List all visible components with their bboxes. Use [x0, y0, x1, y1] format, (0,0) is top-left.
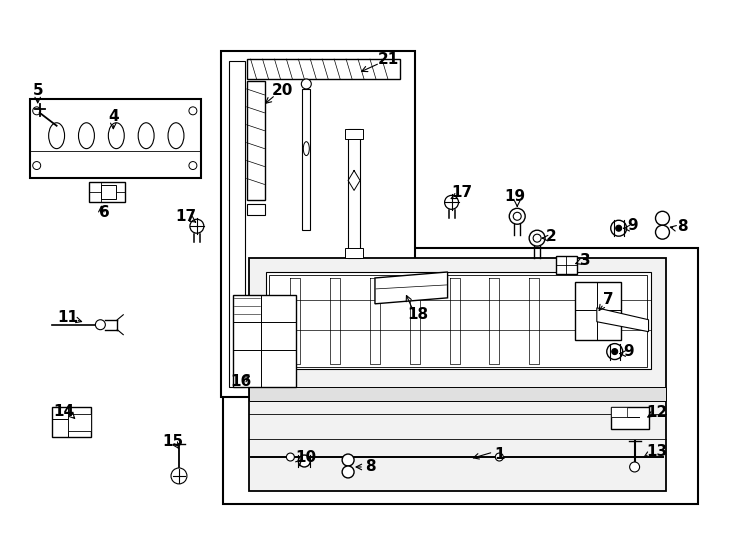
Circle shape	[616, 225, 622, 231]
Polygon shape	[101, 185, 116, 199]
Ellipse shape	[48, 123, 65, 148]
Circle shape	[607, 343, 622, 360]
Text: 21: 21	[377, 52, 399, 66]
Polygon shape	[611, 407, 649, 429]
Text: 10: 10	[296, 449, 317, 464]
Circle shape	[171, 468, 187, 484]
Text: 8: 8	[677, 219, 688, 234]
Polygon shape	[345, 248, 363, 258]
Polygon shape	[229, 61, 244, 387]
Circle shape	[655, 211, 669, 225]
Circle shape	[611, 220, 627, 236]
Circle shape	[286, 453, 294, 461]
Polygon shape	[611, 407, 627, 417]
Text: 19: 19	[505, 189, 526, 204]
Text: 12: 12	[646, 405, 667, 420]
Text: 17: 17	[175, 209, 197, 224]
Circle shape	[529, 230, 545, 246]
Ellipse shape	[79, 123, 95, 148]
Polygon shape	[556, 256, 577, 274]
Polygon shape	[597, 308, 649, 332]
Polygon shape	[90, 183, 126, 202]
Text: 13: 13	[646, 443, 667, 458]
Polygon shape	[302, 89, 310, 230]
Polygon shape	[247, 204, 264, 215]
Circle shape	[533, 234, 541, 242]
Text: 7: 7	[603, 292, 614, 307]
Circle shape	[342, 466, 354, 478]
Text: 5: 5	[32, 83, 43, 98]
Polygon shape	[30, 99, 201, 179]
Polygon shape	[249, 387, 666, 401]
Text: 6: 6	[99, 205, 110, 220]
Polygon shape	[345, 129, 363, 139]
Text: 3: 3	[580, 253, 590, 267]
Polygon shape	[222, 248, 698, 504]
Text: 9: 9	[628, 218, 638, 233]
Polygon shape	[51, 407, 92, 437]
Polygon shape	[221, 51, 415, 397]
Polygon shape	[233, 295, 297, 387]
Polygon shape	[575, 282, 621, 340]
Text: 1: 1	[494, 447, 504, 462]
Text: 16: 16	[230, 374, 251, 389]
Circle shape	[189, 161, 197, 170]
Circle shape	[189, 107, 197, 115]
Text: 15: 15	[162, 434, 184, 449]
Ellipse shape	[109, 123, 124, 148]
Text: 18: 18	[407, 307, 429, 322]
Circle shape	[630, 462, 639, 472]
Circle shape	[33, 161, 40, 170]
Text: 11: 11	[57, 310, 78, 325]
Circle shape	[495, 453, 504, 461]
Polygon shape	[266, 272, 650, 369]
Text: 17: 17	[451, 185, 472, 200]
Circle shape	[190, 219, 204, 233]
Text: 4: 4	[108, 109, 119, 124]
Polygon shape	[375, 272, 448, 304]
Text: 9: 9	[623, 344, 634, 359]
Ellipse shape	[303, 141, 309, 156]
Text: 20: 20	[272, 83, 293, 98]
Polygon shape	[348, 129, 360, 258]
Text: 8: 8	[365, 460, 375, 475]
Polygon shape	[249, 258, 666, 491]
Circle shape	[342, 454, 354, 466]
Polygon shape	[247, 81, 264, 200]
Text: 14: 14	[53, 404, 74, 418]
Circle shape	[509, 208, 526, 224]
Circle shape	[445, 195, 459, 210]
Text: 2: 2	[545, 228, 556, 244]
Polygon shape	[247, 59, 400, 79]
Circle shape	[302, 79, 311, 89]
Circle shape	[655, 225, 669, 239]
Circle shape	[95, 320, 106, 330]
Circle shape	[33, 107, 40, 115]
Polygon shape	[68, 414, 92, 431]
Circle shape	[298, 455, 310, 467]
Circle shape	[513, 212, 521, 220]
Ellipse shape	[168, 123, 184, 148]
Ellipse shape	[138, 123, 154, 148]
Polygon shape	[269, 275, 647, 367]
Circle shape	[611, 349, 618, 355]
